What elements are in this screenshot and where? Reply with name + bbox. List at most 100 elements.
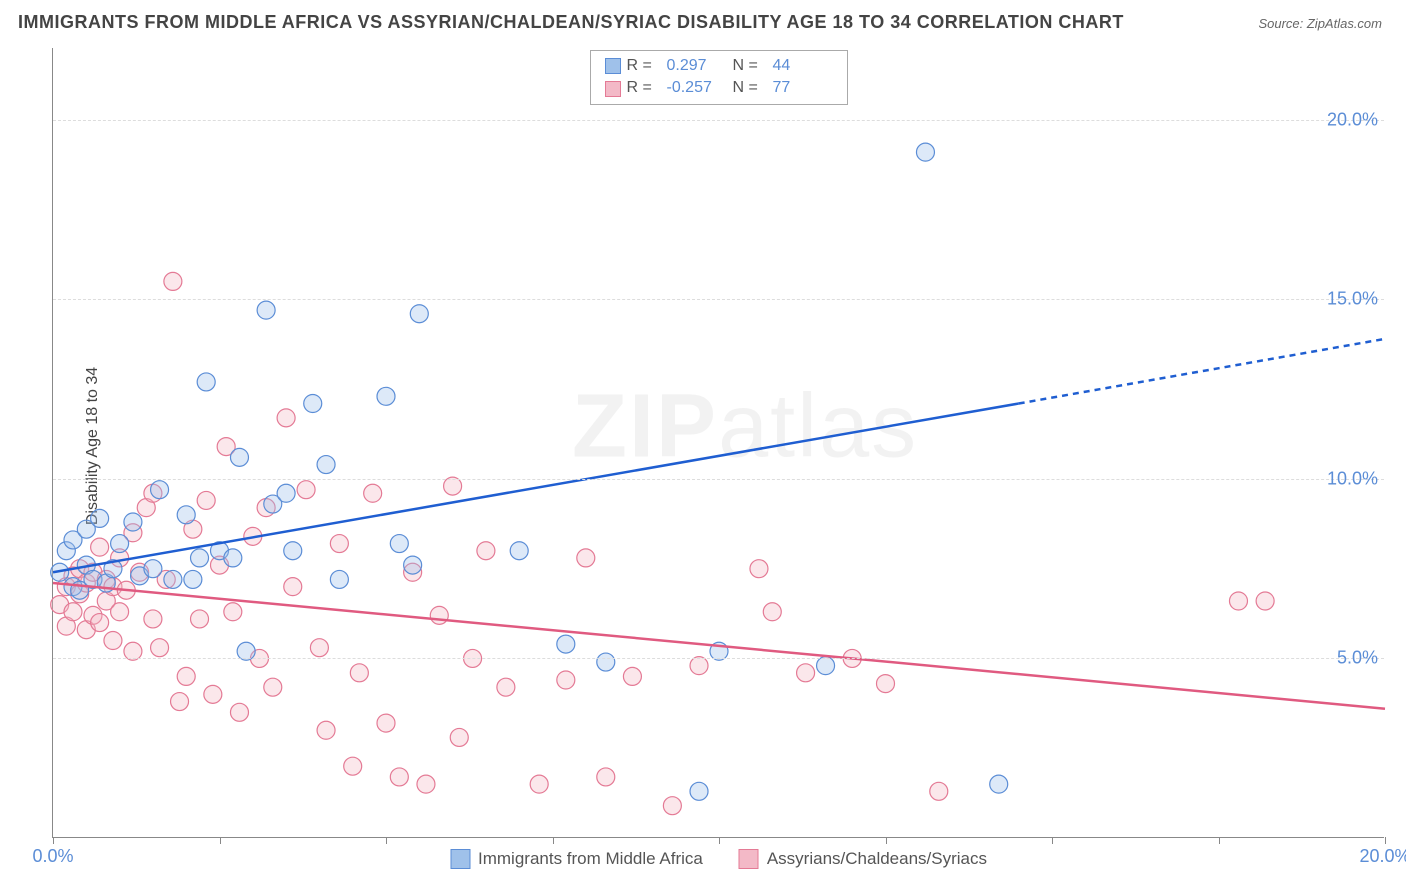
data-point bbox=[417, 775, 435, 793]
data-point bbox=[124, 513, 142, 531]
x-tick-label: 20.0% bbox=[1359, 846, 1406, 867]
n-val-1: 44 bbox=[773, 55, 833, 77]
trend-line bbox=[53, 404, 1019, 573]
n-val-2: 77 bbox=[773, 77, 833, 99]
data-point bbox=[230, 448, 248, 466]
data-point bbox=[690, 782, 708, 800]
grid-line bbox=[53, 658, 1384, 659]
data-point bbox=[350, 664, 368, 682]
data-point bbox=[557, 671, 575, 689]
data-point bbox=[191, 549, 209, 567]
data-point bbox=[177, 667, 195, 685]
data-point bbox=[1229, 592, 1247, 610]
plot-area: ZIPatlas R = 0.297 N = 44 R = -0.257 N =… bbox=[52, 48, 1384, 838]
data-point bbox=[297, 481, 315, 499]
data-point bbox=[1256, 592, 1274, 610]
r-val-1: 0.297 bbox=[667, 55, 727, 77]
bottom-legend: Immigrants from Middle Africa Assyrians/… bbox=[450, 849, 987, 869]
data-point bbox=[164, 272, 182, 290]
data-point bbox=[224, 603, 242, 621]
n-label: N = bbox=[733, 55, 767, 77]
legend-label-1: Immigrants from Middle Africa bbox=[478, 849, 703, 869]
legend-item-1: Immigrants from Middle Africa bbox=[450, 849, 703, 869]
y-tick-label: 20.0% bbox=[1327, 109, 1378, 130]
data-point bbox=[310, 639, 328, 657]
data-point bbox=[151, 481, 169, 499]
data-point bbox=[344, 757, 362, 775]
r-val-2: -0.257 bbox=[667, 77, 727, 99]
trend-line-ext bbox=[1019, 339, 1385, 404]
data-point bbox=[264, 678, 282, 696]
data-point bbox=[404, 556, 422, 574]
data-point bbox=[990, 775, 1008, 793]
y-tick-label: 5.0% bbox=[1337, 648, 1378, 669]
data-point bbox=[164, 570, 182, 588]
legend-swatch-1 bbox=[450, 849, 470, 869]
data-point bbox=[510, 542, 528, 560]
x-tick bbox=[220, 837, 221, 844]
data-point bbox=[797, 664, 815, 682]
data-point bbox=[497, 678, 515, 696]
grid-line bbox=[53, 299, 1384, 300]
data-point bbox=[623, 667, 641, 685]
data-point bbox=[111, 535, 129, 553]
data-point bbox=[390, 535, 408, 553]
x-tick-label: 0.0% bbox=[32, 846, 73, 867]
r-label-2: R = bbox=[627, 77, 661, 99]
data-point bbox=[330, 570, 348, 588]
data-point bbox=[330, 535, 348, 553]
data-point bbox=[763, 603, 781, 621]
data-point bbox=[930, 782, 948, 800]
data-point bbox=[450, 728, 468, 746]
data-point bbox=[91, 614, 109, 632]
data-point bbox=[257, 301, 275, 319]
data-point bbox=[597, 653, 615, 671]
data-point bbox=[171, 693, 189, 711]
data-point bbox=[184, 570, 202, 588]
data-point bbox=[197, 491, 215, 509]
data-point bbox=[916, 143, 934, 161]
data-point bbox=[277, 484, 295, 502]
data-point bbox=[91, 538, 109, 556]
data-point bbox=[597, 768, 615, 786]
y-tick-label: 10.0% bbox=[1327, 468, 1378, 489]
data-point bbox=[304, 395, 322, 413]
data-point bbox=[230, 703, 248, 721]
data-point bbox=[144, 610, 162, 628]
data-point bbox=[377, 387, 395, 405]
data-point bbox=[284, 542, 302, 560]
grid-line bbox=[53, 120, 1384, 121]
stats-row-1: R = 0.297 N = 44 bbox=[605, 55, 833, 77]
data-point bbox=[177, 506, 195, 524]
n-label-2: N = bbox=[733, 77, 767, 99]
grid-line bbox=[53, 479, 1384, 480]
legend-label-2: Assyrians/Chaldeans/Syriacs bbox=[767, 849, 987, 869]
data-point bbox=[663, 797, 681, 815]
x-tick bbox=[1219, 837, 1220, 844]
x-tick bbox=[1385, 837, 1386, 844]
data-point bbox=[877, 675, 895, 693]
x-tick bbox=[1052, 837, 1053, 844]
x-tick bbox=[719, 837, 720, 844]
data-point bbox=[317, 721, 335, 739]
stats-box: R = 0.297 N = 44 R = -0.257 N = 77 bbox=[590, 50, 848, 105]
data-point bbox=[750, 560, 768, 578]
r-label: R = bbox=[627, 55, 661, 77]
data-point bbox=[557, 635, 575, 653]
legend-swatch-2 bbox=[739, 849, 759, 869]
data-point bbox=[91, 509, 109, 527]
data-point bbox=[577, 549, 595, 567]
data-point bbox=[224, 549, 242, 567]
data-point bbox=[430, 606, 448, 624]
data-point bbox=[204, 685, 222, 703]
swatch-series-2 bbox=[605, 81, 621, 97]
data-point bbox=[104, 632, 122, 650]
data-point bbox=[284, 578, 302, 596]
source-prefix: Source: bbox=[1258, 16, 1306, 31]
y-tick-label: 15.0% bbox=[1327, 289, 1378, 310]
data-point bbox=[151, 639, 169, 657]
data-point bbox=[64, 603, 82, 621]
data-point bbox=[390, 768, 408, 786]
x-tick bbox=[386, 837, 387, 844]
data-point bbox=[477, 542, 495, 560]
